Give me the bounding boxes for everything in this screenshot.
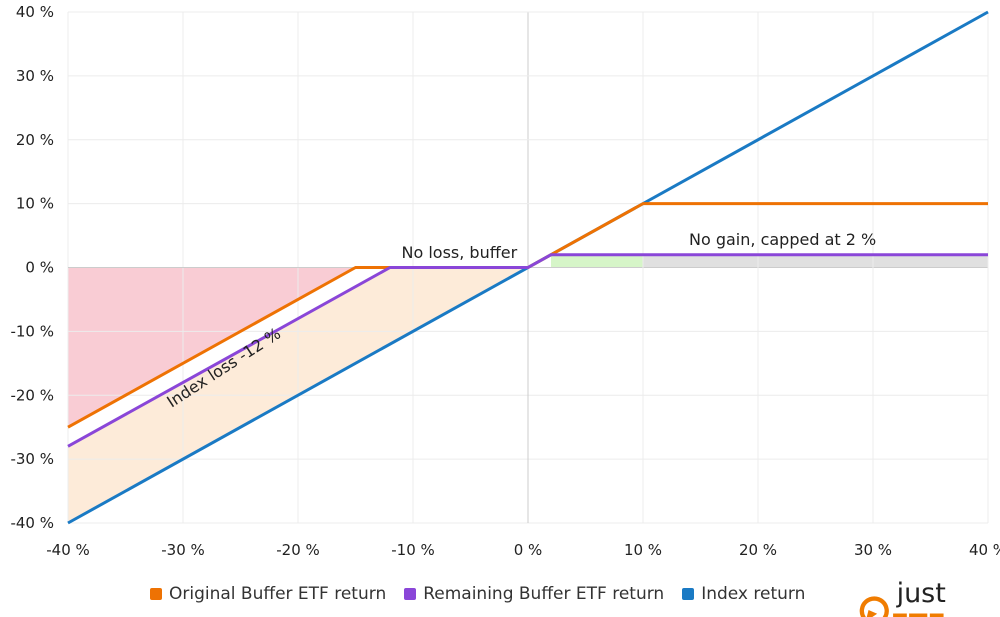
shade-gain-region — [551, 254, 643, 268]
logo-gauge-icon — [859, 596, 889, 617]
y-tick-label: 20 % — [16, 131, 54, 149]
series-line-remaining-buffer-etf-return — [67, 253, 988, 448]
x-tick-label: 30 % — [854, 541, 892, 559]
x-tick-label: -20 % — [276, 541, 320, 559]
x-tick-label: 0 % — [514, 541, 543, 559]
annotation-label: No loss, buffer — [402, 243, 518, 262]
legend-item-index[interactable]: Index return — [682, 584, 805, 604]
y-tick-label: 10 % — [16, 195, 54, 213]
shade-capped-region — [643, 254, 988, 268]
y-tick-label: -30 % — [10, 450, 54, 468]
x-tick-label: -30 % — [161, 541, 205, 559]
legend-swatch — [682, 588, 695, 600]
chart-plot: -40 % -30 % -20 % -10 % 0 % 10 % 20 % 30 % 40 % 4… — [10, 3, 1000, 559]
justetf-logo: just ETF — [858, 578, 1000, 617]
legend-label: Remaining Buffer ETF return — [423, 584, 665, 604]
y-tick-label: -40 % — [10, 514, 54, 532]
legend-swatch — [150, 588, 162, 600]
legend: Original Buffer ETF return Remaining Buf… — [150, 584, 805, 604]
x-tick-label: 10 % — [624, 541, 662, 559]
legend-label: Index return — [701, 584, 806, 604]
y-tick-label: -10 % — [10, 322, 54, 340]
y-tick-label: 30 % — [16, 67, 54, 85]
legend-item-remaining[interactable]: Remaining Buffer ETF return — [404, 584, 664, 604]
logo-text-bold: ETF — [891, 609, 946, 617]
x-tick-label: -40 % — [46, 541, 90, 559]
x-tick-label: 40 % — [969, 541, 1000, 559]
legend-item-original[interactable]: Original Buffer ETF return — [150, 584, 386, 604]
logo-text: just — [896, 578, 946, 609]
annotation-label: No gain, capped at 2 % — [689, 230, 876, 249]
y-tick-label: 40 % — [16, 3, 54, 21]
x-tick-label: -10 % — [391, 541, 435, 559]
legend-swatch — [404, 588, 417, 600]
x-tick-label: 20 % — [739, 541, 777, 559]
y-tick-label: 0 % — [25, 259, 54, 277]
legend-label: Original Buffer ETF return — [169, 584, 387, 604]
y-tick-label: -20 % — [10, 386, 54, 404]
